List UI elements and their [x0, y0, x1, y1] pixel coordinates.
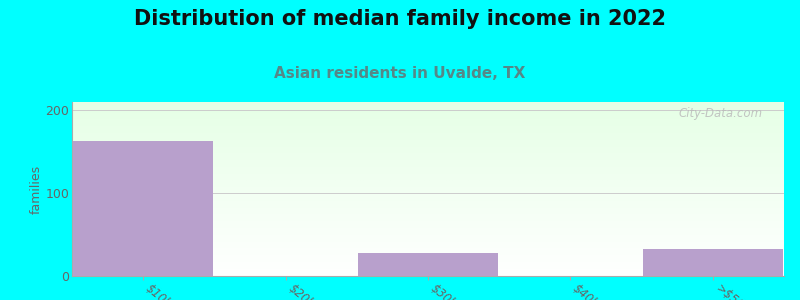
Bar [643, 250, 782, 276]
Y-axis label: families: families [30, 164, 42, 214]
Text: City-Data.com: City-Data.com [678, 107, 762, 120]
Text: Distribution of median family income in 2022: Distribution of median family income in … [134, 9, 666, 29]
Bar [358, 253, 498, 276]
Text: Asian residents in Uvalde, TX: Asian residents in Uvalde, TX [274, 66, 526, 81]
Bar [74, 141, 213, 276]
